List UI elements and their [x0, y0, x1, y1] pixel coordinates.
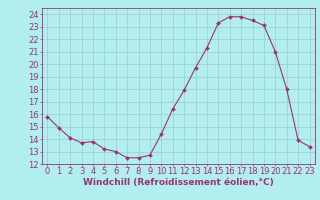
X-axis label: Windchill (Refroidissement éolien,°C): Windchill (Refroidissement éolien,°C) [83, 178, 274, 187]
